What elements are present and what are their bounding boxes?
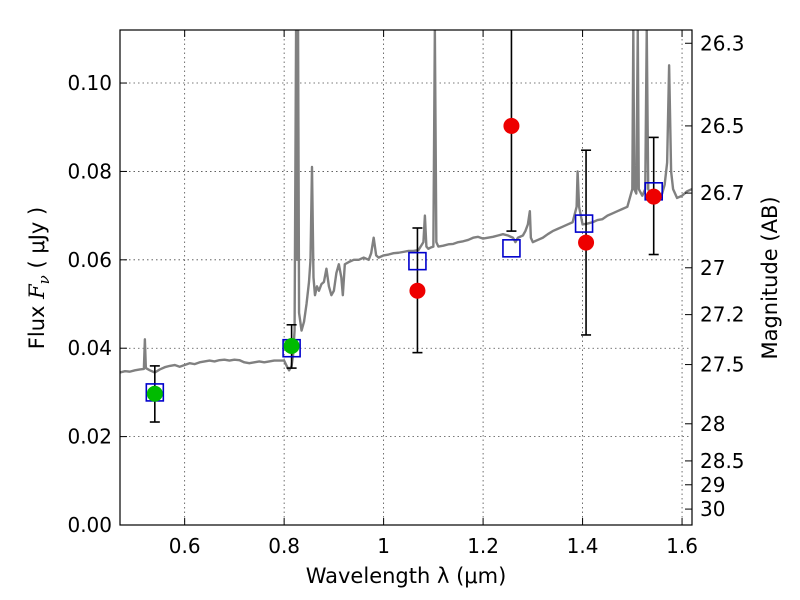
model-photometry-square — [408, 251, 427, 271]
y-axis-title: Flux Fν ( μJy ) — [25, 207, 53, 349]
y-axis-title-symbol: F — [25, 283, 49, 300]
x-tick-label: 0.6 — [169, 534, 201, 558]
y-tick-label: 0.00 — [67, 513, 112, 537]
x-axis: 0.6 0.8 1 1.2 1.4 1.6 — [169, 30, 698, 558]
y-tick-label: 0.10 — [67, 71, 112, 95]
red-photometry-point — [409, 282, 426, 299]
y2-axis-title: Magnitude (AB) — [758, 196, 782, 359]
red-photometry-point — [578, 234, 595, 251]
red-photometry-point — [503, 117, 520, 134]
mag-tick-label: 29 — [700, 473, 725, 497]
y-tick-label: 0.02 — [67, 425, 112, 449]
green-photometry-point — [146, 385, 163, 402]
grid-lines — [120, 30, 692, 526]
green-photometry-point — [283, 338, 300, 355]
y-axis-title-close: ) — [25, 207, 49, 222]
y-axis-title-open: ( — [25, 254, 49, 276]
x-tick-label: 1.4 — [567, 534, 599, 558]
y-axis-title-unit: μJy — [25, 222, 49, 254]
y-axis-title-prefix: Flux — [25, 299, 49, 349]
model-photometry-square — [502, 239, 521, 258]
mag-tick-label: 26.3 — [700, 31, 745, 55]
spectrum-line — [120, 30, 692, 374]
x-tick-label: 1.6 — [666, 534, 698, 558]
mag-tick-label: 28 — [700, 412, 725, 436]
x-axis-title: Wavelength λ (μm) — [306, 564, 507, 588]
mag-tick-label: 28.5 — [700, 449, 745, 473]
y-tick-label: 0.08 — [67, 159, 112, 183]
x-tick-label: 1 — [377, 534, 390, 558]
y-axis: 0.00 0.02 0.04 0.06 0.08 0.10 — [67, 71, 127, 537]
mag-tick-label: 30 — [700, 497, 725, 521]
mag-tick-label: 26.5 — [700, 114, 745, 138]
red-photometry-point — [645, 188, 662, 205]
mag-tick-label: 26.7 — [700, 181, 745, 205]
y-axis-title-subscript: ν — [35, 275, 53, 284]
mag-tick-label: 27.2 — [700, 303, 745, 327]
mag-tick-label: 27 — [700, 256, 725, 280]
x-tick-label: 0.8 — [268, 534, 300, 558]
mag-tick-label: 27.5 — [700, 353, 745, 377]
plot-frame — [119, 29, 693, 526]
x-tick-label: 1.2 — [467, 534, 499, 558]
y-tick-label: 0.06 — [67, 248, 112, 272]
y-tick-label: 0.04 — [67, 336, 112, 360]
model-photometry-square — [574, 214, 594, 233]
plot-clip-region — [120, 30, 692, 374]
